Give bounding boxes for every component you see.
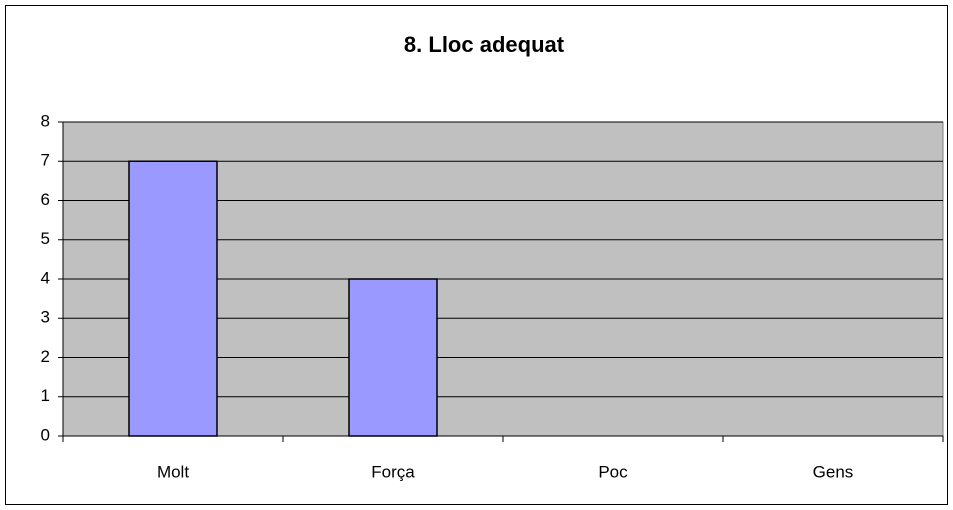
y-tick-label: 6: [41, 190, 50, 209]
bar: [128, 160, 218, 437]
y-tick-label: 3: [41, 308, 50, 327]
x-tick-label: Poc: [598, 462, 628, 481]
y-tick-label: 8: [41, 111, 50, 130]
bar: [348, 278, 438, 437]
y-tick-label: 4: [41, 268, 50, 287]
x-tick-label: Força: [371, 462, 415, 481]
y-tick-label: 0: [41, 425, 50, 444]
x-tick-label: Molt: [157, 462, 189, 481]
y-tick-label: 5: [41, 229, 50, 248]
y-tick-label: 7: [41, 151, 50, 170]
x-tick-label: Gens: [813, 462, 854, 481]
y-tick-label: 1: [41, 386, 50, 405]
y-tick-label: 2: [41, 347, 50, 366]
chart-title: 8. Lloc adequat: [404, 32, 565, 57]
